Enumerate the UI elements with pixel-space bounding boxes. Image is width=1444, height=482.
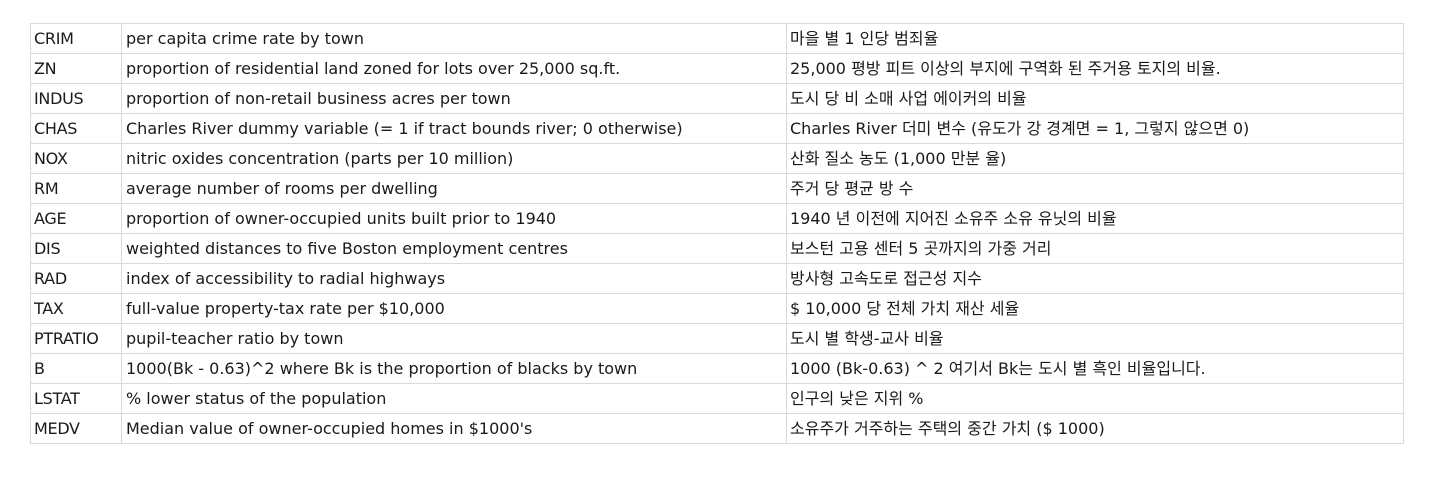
variable-code-cell: TAX	[30, 293, 122, 324]
english-description-cell: pupil-teacher ratio by town	[121, 323, 787, 354]
korean-description-cell: 도시 당 비 소매 사업 에이커의 비율	[786, 83, 1404, 114]
table-row: MEDV Median value of owner-occupied home…	[30, 413, 1404, 444]
table-row: RAD index of accessibility to radial hig…	[30, 263, 1404, 294]
korean-description-cell: $ 10,000 당 전체 가치 재산 세율	[786, 293, 1404, 324]
korean-description-cell: 마을 별 1 인당 범죄율	[786, 23, 1404, 54]
table-row: RM average number of rooms per dwelling …	[30, 173, 1404, 204]
english-description-cell: proportion of residential land zoned for…	[121, 53, 787, 84]
table-row: CHAS Charles River dummy variable (= 1 i…	[30, 113, 1404, 144]
korean-description-cell: 인구의 낮은 지위 %	[786, 383, 1404, 414]
variable-code-cell: DIS	[30, 233, 122, 264]
korean-description-cell: 25,000 평방 피트 이상의 부지에 구역화 된 주거용 토지의 비율.	[786, 53, 1404, 84]
table-row: LSTAT % lower status of the population 인…	[30, 383, 1404, 414]
table-row: CRIM per capita crime rate by town 마을 별 …	[30, 23, 1404, 54]
korean-description-cell: 1000 (Bk-0.63) ^ 2 여기서 Bk는 도시 별 흑인 비율입니다…	[786, 353, 1404, 384]
variable-code-cell: PTRATIO	[30, 323, 122, 354]
korean-description-cell: 소유주가 거주하는 주택의 중간 가치 ($ 1000)	[786, 413, 1404, 444]
variable-code-cell: CRIM	[30, 23, 122, 54]
korean-description-cell: 방사형 고속도로 접근성 지수	[786, 263, 1404, 294]
table-body: CRIM per capita crime rate by town 마을 별 …	[30, 23, 1404, 444]
variable-code-cell: AGE	[30, 203, 122, 234]
english-description-cell: % lower status of the population	[121, 383, 787, 414]
variable-code-cell: RM	[30, 173, 122, 204]
variable-code-cell: B	[30, 353, 122, 384]
korean-description-cell: 주거 당 평균 방 수	[786, 173, 1404, 204]
korean-description-cell: 도시 별 학생-교사 비율	[786, 323, 1404, 354]
table-row: AGE proportion of owner-occupied units b…	[30, 203, 1404, 234]
korean-description-cell: 보스턴 고용 센터 5 곳까지의 가중 거리	[786, 233, 1404, 264]
english-description-cell: Median value of owner-occupied homes in …	[121, 413, 787, 444]
korean-description-cell: 산화 질소 농도 (1,000 만분 율)	[786, 143, 1404, 174]
english-description-cell: weighted distances to five Boston employ…	[121, 233, 787, 264]
english-description-cell: nitric oxides concentration (parts per 1…	[121, 143, 787, 174]
english-description-cell: index of accessibility to radial highway…	[121, 263, 787, 294]
variable-description-table-container: CRIM per capita crime rate by town 마을 별 …	[30, 23, 1404, 444]
variable-code-cell: RAD	[30, 263, 122, 294]
table-row: ZN proportion of residential land zoned …	[30, 53, 1404, 84]
english-description-cell: per capita crime rate by town	[121, 23, 787, 54]
variable-description-table: CRIM per capita crime rate by town 마을 별 …	[30, 23, 1404, 444]
table-row: PTRATIO pupil-teacher ratio by town 도시 별…	[30, 323, 1404, 354]
variable-code-cell: NOX	[30, 143, 122, 174]
variable-code-cell: INDUS	[30, 83, 122, 114]
english-description-cell: 1000(Bk - 0.63)^2 where Bk is the propor…	[121, 353, 787, 384]
table-row: INDUS proportion of non-retail business …	[30, 83, 1404, 114]
variable-code-cell: LSTAT	[30, 383, 122, 414]
english-description-cell: Charles River dummy variable (= 1 if tra…	[121, 113, 787, 144]
table-row: TAX full-value property-tax rate per $10…	[30, 293, 1404, 324]
english-description-cell: average number of rooms per dwelling	[121, 173, 787, 204]
variable-code-cell: MEDV	[30, 413, 122, 444]
table-row: NOX nitric oxides concentration (parts p…	[30, 143, 1404, 174]
korean-description-cell: 1940 년 이전에 지어진 소유주 소유 유닛의 비율	[786, 203, 1404, 234]
variable-code-cell: CHAS	[30, 113, 122, 144]
english-description-cell: full-value property-tax rate per $10,000	[121, 293, 787, 324]
english-description-cell: proportion of non-retail business acres …	[121, 83, 787, 114]
variable-code-cell: ZN	[30, 53, 122, 84]
table-row: DIS weighted distances to five Boston em…	[30, 233, 1404, 264]
english-description-cell: proportion of owner-occupied units built…	[121, 203, 787, 234]
korean-description-cell: Charles River 더미 변수 (유도가 강 경계면 = 1, 그렇지 …	[786, 113, 1404, 144]
table-row: B 1000(Bk - 0.63)^2 where Bk is the prop…	[30, 353, 1404, 384]
